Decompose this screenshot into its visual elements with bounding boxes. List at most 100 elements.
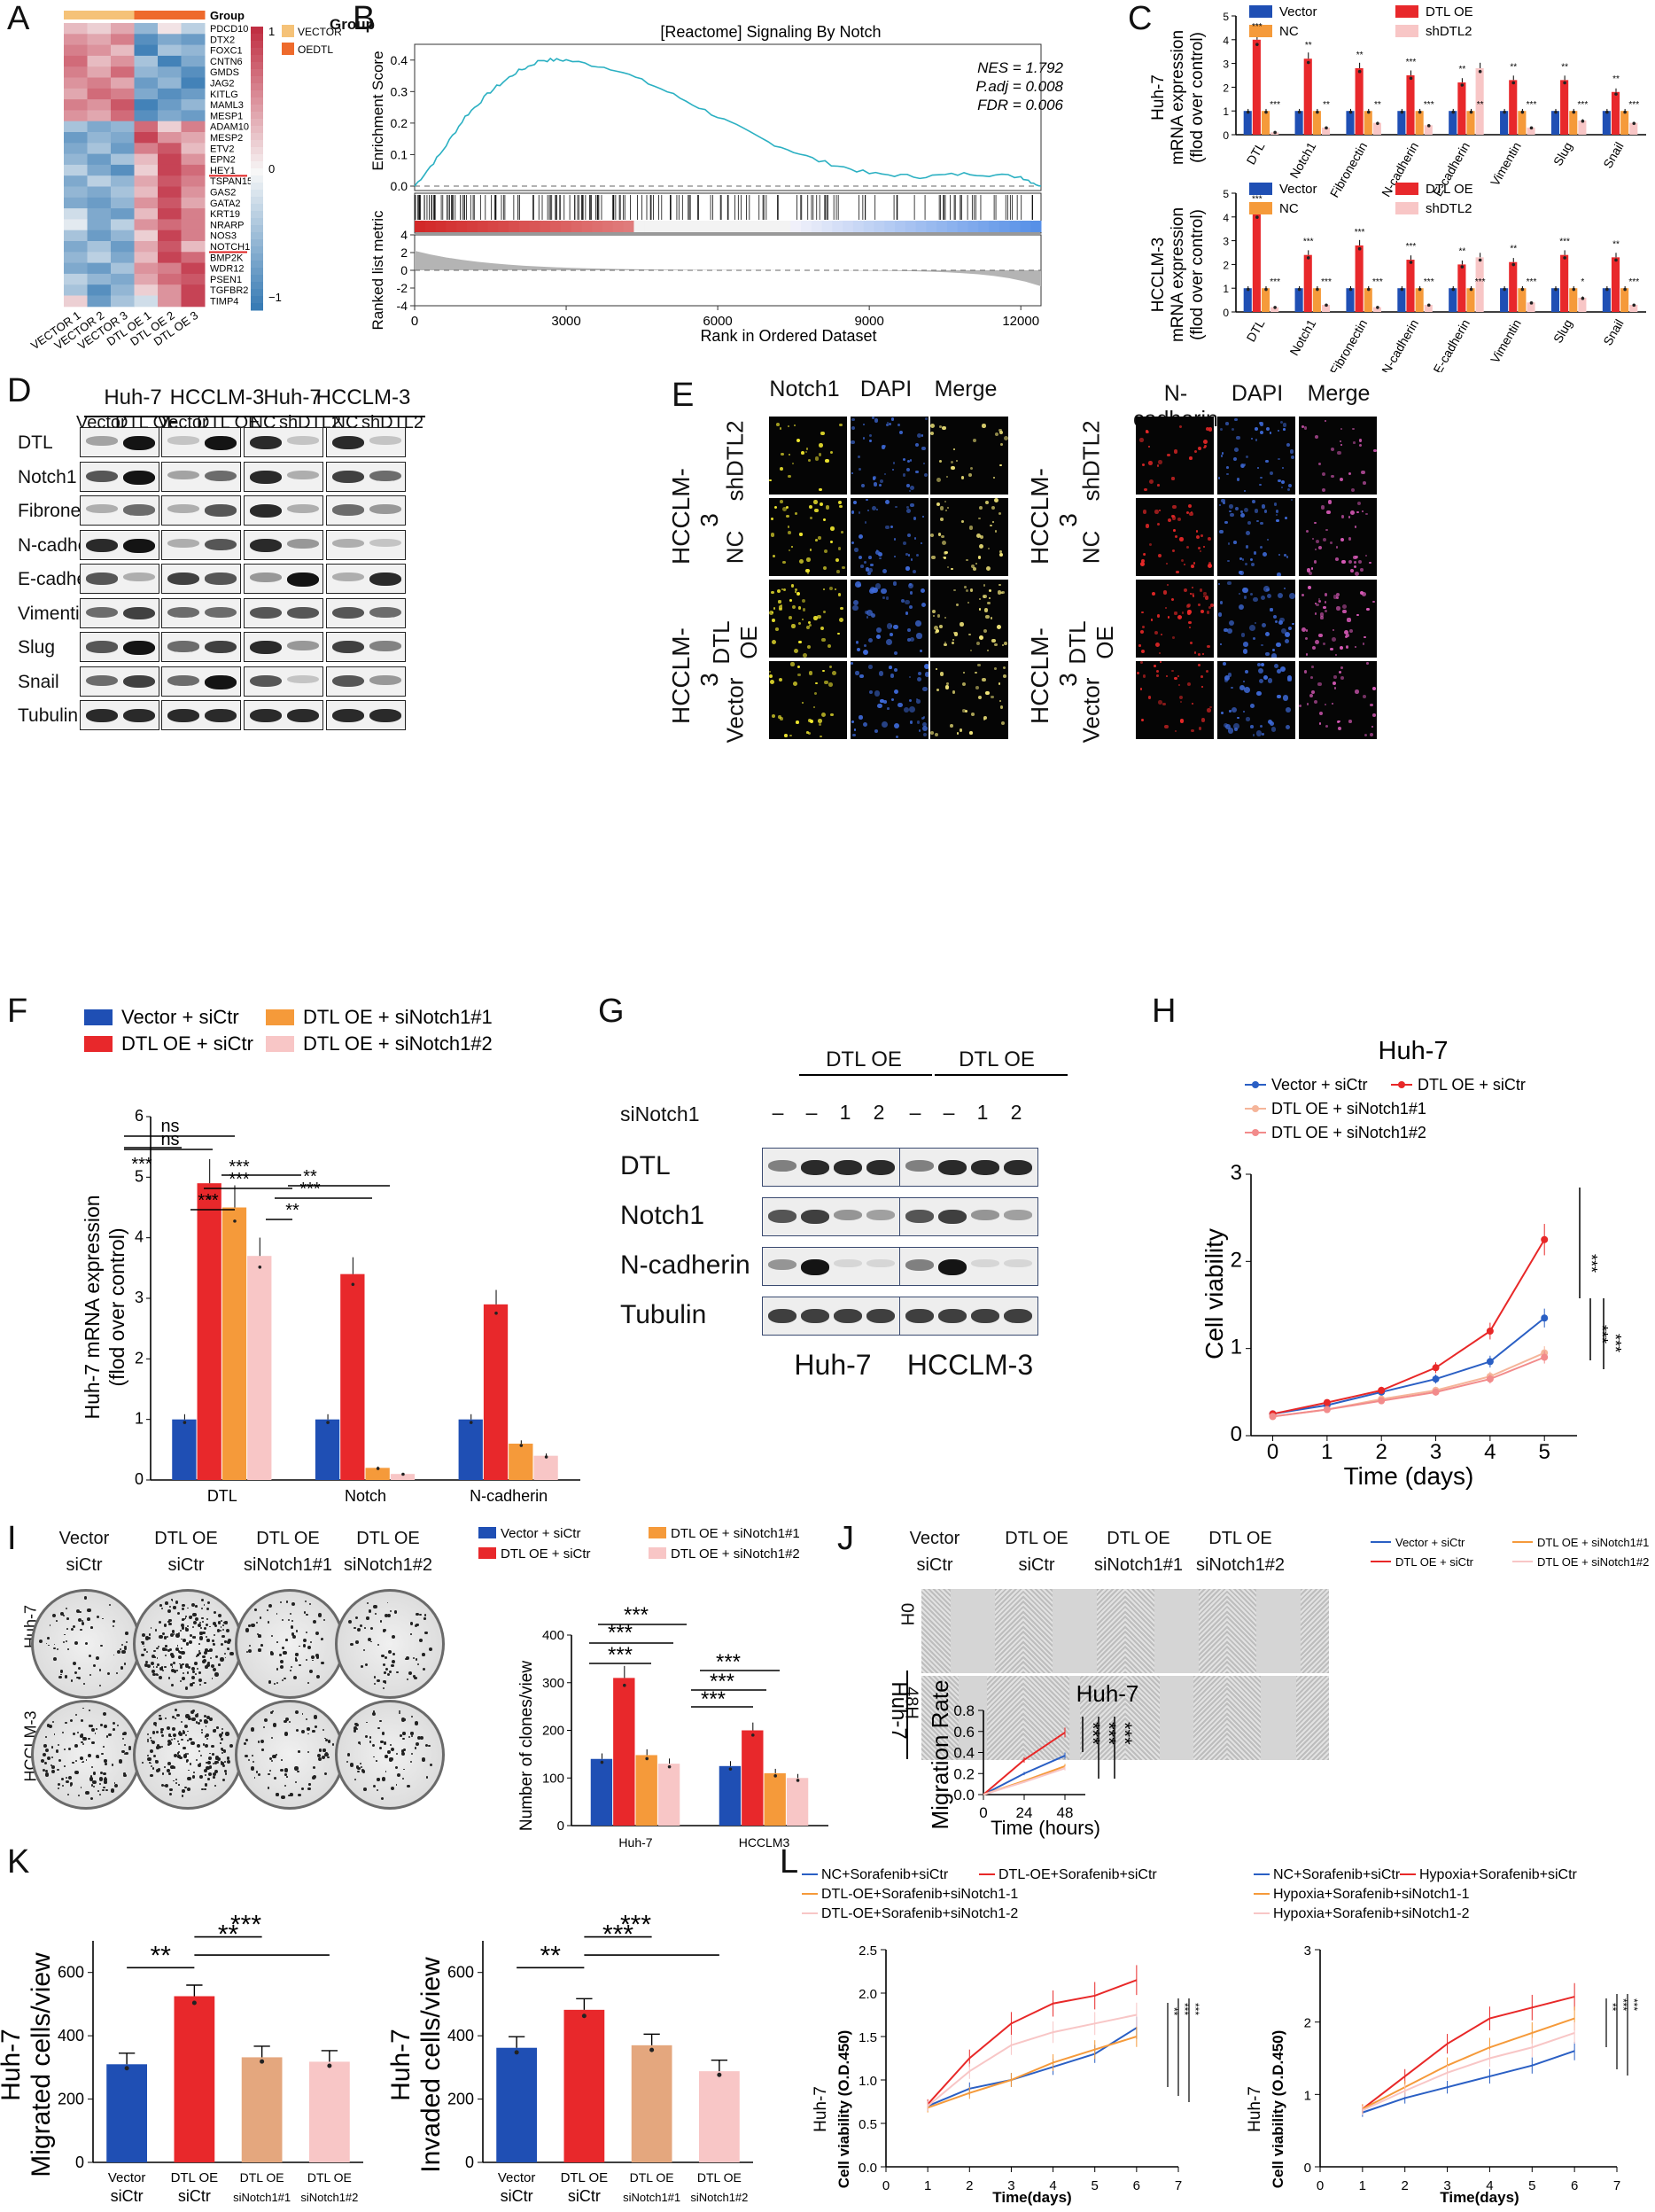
if-cell — [949, 724, 953, 728]
i-colony — [151, 1662, 155, 1666]
if-cell — [978, 695, 983, 699]
i-colony — [177, 1750, 181, 1753]
if-cell — [1333, 687, 1337, 689]
if-cell — [1154, 642, 1160, 647]
metric-tick-label: 2 — [400, 245, 408, 260]
d-protein-label: Slug — [18, 637, 56, 658]
i-colony — [168, 1772, 171, 1775]
if-cell — [820, 626, 825, 631]
if-cell — [1173, 528, 1177, 532]
if-cell — [1303, 426, 1307, 430]
if-cell — [907, 533, 912, 537]
if-cell — [921, 721, 927, 727]
i-colony — [158, 1746, 161, 1749]
i-colony — [122, 1737, 125, 1741]
i-colony — [123, 1645, 127, 1648]
scale-swatch — [251, 147, 263, 155]
blot-box — [161, 597, 241, 628]
h-point — [1541, 1353, 1549, 1361]
c0-data-point — [1255, 43, 1259, 46]
if-cell — [1207, 708, 1211, 713]
i-colony — [207, 1756, 212, 1760]
i-colony — [220, 1619, 223, 1622]
blot-band — [123, 674, 155, 688]
i-colony — [276, 1793, 279, 1796]
i-colony — [372, 1784, 376, 1788]
blot-box — [244, 495, 323, 526]
i-colony — [369, 1740, 372, 1743]
c1-bar — [1372, 307, 1381, 312]
if-cell — [1242, 649, 1248, 654]
l-left-series-line — [927, 1979, 1138, 2106]
i-colony — [212, 1762, 214, 1764]
if-cell — [871, 506, 876, 510]
k-bar — [106, 2064, 147, 2162]
heatmap-cell — [111, 121, 135, 133]
i-dish — [335, 1700, 445, 1810]
if-cell — [921, 434, 924, 437]
heatmap-cell — [64, 230, 88, 242]
i-colony — [198, 1683, 201, 1686]
rank-gradient — [957, 221, 969, 232]
i-colony — [248, 1624, 251, 1627]
if-cell — [939, 424, 943, 428]
if-cell — [893, 538, 897, 541]
i-col-header: Vector — [58, 1529, 110, 1548]
if-cell — [777, 589, 781, 593]
i-data-point — [667, 1764, 672, 1769]
i-colony — [174, 1708, 177, 1711]
j-wound-image — [1023, 1676, 1125, 1760]
scale-swatch — [251, 253, 263, 261]
if-cell — [1372, 600, 1376, 604]
heatmap-cell — [158, 153, 182, 166]
if-cell — [877, 551, 882, 557]
l-left-ylabel-2: Cell viability (O.D.450) — [835, 2030, 852, 2189]
i-colony — [206, 1733, 210, 1737]
scale-swatch — [251, 261, 263, 269]
k-y-tick-label: 200 — [58, 2091, 84, 2108]
if-cell — [799, 533, 803, 536]
i-colony — [213, 1776, 215, 1779]
if-cell — [807, 620, 811, 624]
i-colony — [299, 1645, 301, 1647]
g-lane-label: 1 — [976, 1101, 989, 1124]
heatmap-cell — [111, 284, 135, 296]
if-cell — [1260, 595, 1265, 600]
i-colony — [177, 1755, 181, 1758]
blot-band — [250, 606, 282, 619]
i-colony — [324, 1737, 327, 1740]
if-cell — [836, 570, 840, 573]
heatmap-cell — [158, 164, 182, 176]
panel-label-a: A — [7, 0, 30, 37]
if-image — [930, 661, 1008, 739]
i-colony — [356, 1627, 361, 1632]
c1-data-point — [1325, 303, 1328, 308]
c0-data-point — [1632, 121, 1636, 126]
if-cell — [1155, 670, 1159, 674]
rank-gradient — [989, 221, 1000, 232]
rank-gradient — [435, 221, 447, 232]
if-cell — [870, 587, 875, 592]
if-cell — [1255, 730, 1262, 736]
if-cell — [921, 716, 925, 720]
blot-box — [326, 461, 406, 492]
i-colony — [312, 1774, 316, 1779]
i-colony — [280, 1768, 284, 1772]
i-colony — [372, 1710, 376, 1713]
if-cell — [934, 733, 938, 737]
i-colony — [141, 1641, 144, 1645]
if-cell — [1266, 538, 1269, 541]
heatmap-cell — [111, 295, 135, 308]
panel-h-svg: Huh-7 Time (days) Cell viability Vector … — [1200, 1037, 1624, 1490]
i-colony — [58, 1783, 61, 1787]
i-colony — [318, 1749, 322, 1752]
i-dish — [31, 1700, 141, 1810]
g-blot-band — [801, 1309, 829, 1323]
i-colony — [391, 1635, 396, 1640]
if-cell — [788, 549, 791, 552]
if-cell — [932, 614, 936, 618]
if-cell — [886, 706, 890, 710]
heatmap-cell — [64, 295, 88, 308]
c0-bar — [1415, 111, 1424, 135]
i-colony — [165, 1648, 168, 1652]
